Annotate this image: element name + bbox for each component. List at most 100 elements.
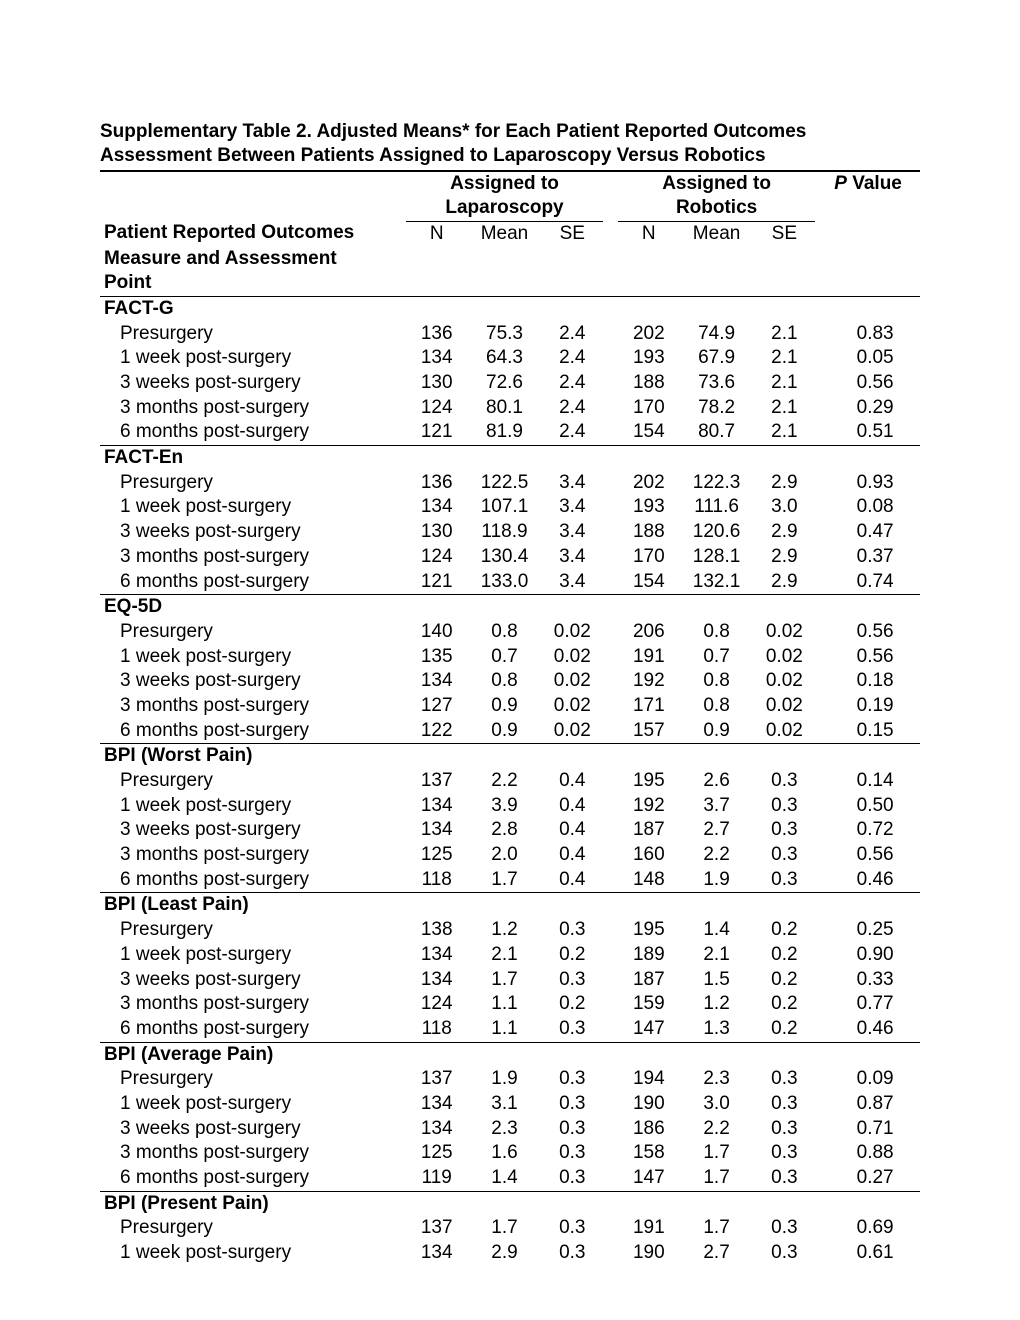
- cell-pvalue: 0.51: [830, 420, 920, 445]
- table-row: Presurgery1381.20.31951.40.20.25: [100, 918, 920, 943]
- cell-se-rob: 2.1: [754, 420, 815, 445]
- row-label: Presurgery: [100, 471, 406, 496]
- table-header: Assigned to Assigned to P Value Laparosc…: [100, 171, 920, 297]
- gap: [815, 471, 830, 496]
- cell-mean-rob: 1.5: [679, 968, 753, 993]
- cell-mean-rob: 111.6: [679, 495, 753, 520]
- cell-mean-rob: 3.7: [679, 794, 753, 819]
- cell-mean-lap: 1.7: [467, 1216, 541, 1241]
- row-label: 3 weeks post-surgery: [100, 818, 406, 843]
- table-row: 1 week post-surgery1342.90.31902.70.30.6…: [100, 1241, 920, 1266]
- row-label: Presurgery: [100, 918, 406, 943]
- cell-se-rob: 2.9: [754, 471, 815, 496]
- cell-pvalue: 0.74: [830, 570, 920, 595]
- cell-n-lap: 118: [406, 868, 467, 893]
- cell-pvalue: 0.93: [830, 471, 920, 496]
- gap: [603, 968, 618, 993]
- section-name: BPI (Average Pain): [100, 1042, 406, 1067]
- cell-n-lap: 124: [406, 396, 467, 421]
- cell-mean-lap: 0.7: [467, 645, 541, 670]
- cell-n-rob: 158: [618, 1141, 679, 1166]
- cell-pvalue: 0.90: [830, 943, 920, 968]
- data-table: Assigned to Assigned to P Value Laparosc…: [100, 170, 920, 1266]
- section-header-row: BPI (Least Pain): [100, 893, 920, 918]
- cell-se-lap: 3.4: [542, 545, 603, 570]
- cell-se-rob: 0.3: [754, 868, 815, 893]
- gap: [815, 570, 830, 595]
- cell-mean-rob: 122.3: [679, 471, 753, 496]
- table-row: 1 week post-surgery1343.90.41923.70.30.5…: [100, 794, 920, 819]
- table-row: 3 months post-surgery1252.00.41602.20.30…: [100, 843, 920, 868]
- cell-mean-lap: 2.9: [467, 1241, 541, 1266]
- cell-se-lap: 0.3: [542, 918, 603, 943]
- gap: [815, 843, 830, 868]
- cell-mean-lap: 1.1: [467, 992, 541, 1017]
- cell-se-rob: 3.0: [754, 495, 815, 520]
- cell-pvalue: 0.87: [830, 1092, 920, 1117]
- gap: [603, 1117, 618, 1142]
- gap: [603, 1141, 618, 1166]
- cell-se-lap: 0.4: [542, 868, 603, 893]
- gap: [815, 1017, 830, 1042]
- cell-mean-rob: 132.1: [679, 570, 753, 595]
- row-label: 3 weeks post-surgery: [100, 1117, 406, 1142]
- gap: [603, 1017, 618, 1042]
- cell-se-lap: 0.3: [542, 1092, 603, 1117]
- cell-se-rob: 0.3: [754, 1241, 815, 1266]
- cell-pvalue: 0.08: [830, 495, 920, 520]
- cell-n-rob: 170: [618, 545, 679, 570]
- row-label: 1 week post-surgery: [100, 645, 406, 670]
- cell-se-rob: 0.2: [754, 1017, 815, 1042]
- cell-mean-rob: 1.7: [679, 1166, 753, 1191]
- cell-n-rob: 195: [618, 918, 679, 943]
- cell-mean-rob: 2.7: [679, 1241, 753, 1266]
- cell-se-lap: 0.4: [542, 818, 603, 843]
- gap: [603, 843, 618, 868]
- cell-mean-rob: 67.9: [679, 346, 753, 371]
- cell-se-lap: 0.3: [542, 1216, 603, 1241]
- cell-n-rob: 157: [618, 719, 679, 744]
- cell-mean-lap: 0.8: [467, 669, 541, 694]
- cell-se-lap: 0.4: [542, 843, 603, 868]
- cell-mean-rob: 78.2: [679, 396, 753, 421]
- cell-mean-lap: 0.9: [467, 694, 541, 719]
- cell-mean-rob: 1.4: [679, 918, 753, 943]
- cell-se-lap: 0.3: [542, 968, 603, 993]
- table-row: 6 months post-surgery12181.92.415480.72.…: [100, 420, 920, 445]
- gap: [603, 645, 618, 670]
- gap: [815, 968, 830, 993]
- cell-n-rob: 193: [618, 346, 679, 371]
- gap: [815, 1117, 830, 1142]
- cell-n-lap: 121: [406, 420, 467, 445]
- cell-se-lap: 2.4: [542, 420, 603, 445]
- section-header-row: FACT-En: [100, 446, 920, 471]
- cell-pvalue: 0.56: [830, 645, 920, 670]
- cell-mean-lap: 133.0: [467, 570, 541, 595]
- cell-n-rob: 191: [618, 1216, 679, 1241]
- section-name: BPI (Present Pain): [100, 1191, 406, 1216]
- cell-pvalue: 0.56: [830, 371, 920, 396]
- cell-se-lap: 2.4: [542, 371, 603, 396]
- cell-se-lap: 0.02: [542, 694, 603, 719]
- gap: [815, 346, 830, 371]
- table-row: 3 months post-surgery1270.90.021710.80.0…: [100, 694, 920, 719]
- cell-mean-lap: 2.0: [467, 843, 541, 868]
- table-row: Presurgery13675.32.420274.92.10.83: [100, 322, 920, 347]
- cell-se-rob: 0.3: [754, 1166, 815, 1191]
- gap: [603, 570, 618, 595]
- cell-n-lap: 125: [406, 843, 467, 868]
- cell-n-lap: 134: [406, 943, 467, 968]
- row-label: 6 months post-surgery: [100, 1166, 406, 1191]
- cell-n-rob: 206: [618, 620, 679, 645]
- cell-pvalue: 0.50: [830, 794, 920, 819]
- cell-se-lap: 0.2: [542, 943, 603, 968]
- gap: [815, 1141, 830, 1166]
- cell-n-lap: 125: [406, 1141, 467, 1166]
- row-label: 6 months post-surgery: [100, 719, 406, 744]
- cell-se-rob: 0.3: [754, 769, 815, 794]
- cell-mean-rob: 1.7: [679, 1216, 753, 1241]
- col-n-lap: N: [406, 221, 467, 246]
- gap: [603, 1241, 618, 1266]
- row-label: 3 months post-surgery: [100, 843, 406, 868]
- cell-se-lap: 0.2: [542, 992, 603, 1017]
